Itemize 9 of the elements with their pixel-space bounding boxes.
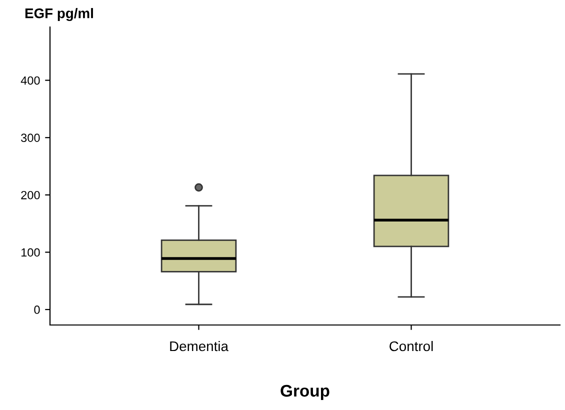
x-axis-title: Group — [280, 384, 330, 400]
x-tick-label: Control — [390, 340, 433, 352]
y-axis-title: EGF pg/ml — [25, 8, 93, 22]
y-tick-label: 200 — [21, 190, 40, 200]
y-tick-label: 0 — [34, 306, 40, 314]
y-tick-label: 300 — [21, 134, 40, 142]
y-tick-label: 100 — [21, 248, 40, 257]
y-tick-label: 400 — [20, 76, 40, 85]
x-tick-label: Dementia — [170, 340, 228, 352]
